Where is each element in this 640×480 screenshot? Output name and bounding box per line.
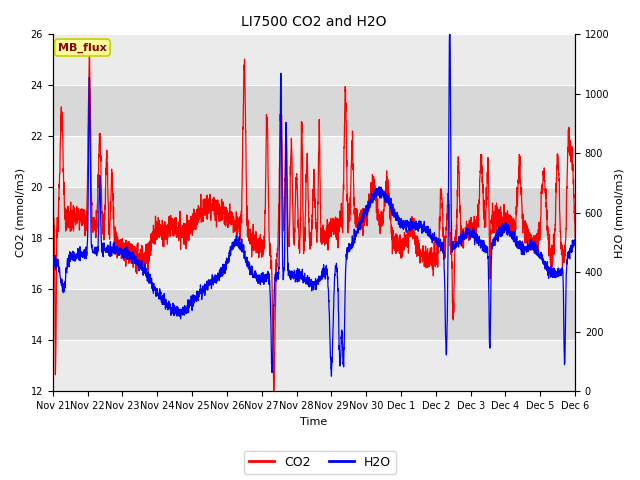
CO2: [140, 259, 147, 265]
H2O: [561, 338, 569, 344]
H2O: [445, 32, 453, 37]
CO2: [561, 253, 569, 259]
Line: CO2: CO2: [52, 52, 575, 391]
CO2: [572, 235, 579, 240]
Bar: [52, 289, 575, 340]
H2O: [109, 248, 116, 253]
Legend: CO2, H2O: CO2, H2O: [244, 451, 396, 474]
Y-axis label: H2O (mmol/m3): H2O (mmol/m3): [615, 168, 625, 258]
CO2: [505, 216, 513, 221]
Text: MB_flux: MB_flux: [58, 42, 107, 53]
H2O: [140, 269, 147, 275]
H2O: [249, 272, 257, 277]
Bar: [52, 35, 575, 85]
H2O: [49, 262, 56, 268]
Bar: [52, 340, 575, 391]
CO2: [270, 388, 278, 394]
H2O: [505, 228, 513, 233]
Bar: [52, 85, 575, 136]
CO2: [272, 275, 280, 280]
X-axis label: Time: Time: [300, 417, 328, 427]
CO2: [250, 221, 257, 227]
H2O: [572, 240, 579, 246]
Bar: [52, 187, 575, 239]
Bar: [52, 136, 575, 187]
H2O: [272, 272, 280, 278]
H2O: [328, 373, 335, 379]
CO2: [49, 233, 56, 239]
CO2: [86, 49, 93, 55]
Bar: [52, 239, 575, 289]
Title: LI7500 CO2 and H2O: LI7500 CO2 and H2O: [241, 15, 387, 29]
Line: H2O: H2O: [52, 35, 575, 376]
Y-axis label: CO2 (mmol/m3): CO2 (mmol/m3): [15, 168, 25, 257]
CO2: [109, 182, 116, 188]
